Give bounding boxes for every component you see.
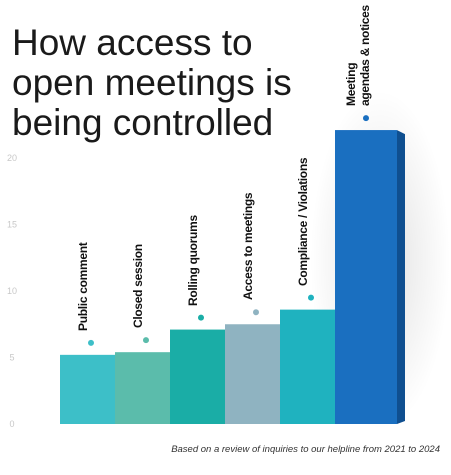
chart-title: being controlled bbox=[12, 102, 273, 143]
category-label: Meeting agendas & notices bbox=[344, 5, 372, 107]
bar bbox=[225, 324, 287, 424]
label-dot bbox=[363, 115, 369, 122]
y-tick-label: 10 bbox=[7, 286, 17, 296]
footnote: Based on a review of inquiries to our he… bbox=[171, 444, 440, 455]
label-dot bbox=[198, 314, 204, 321]
category-label: Public comment bbox=[76, 242, 90, 331]
label-dot bbox=[143, 337, 149, 344]
bar bbox=[115, 352, 177, 424]
y-tick-label: 15 bbox=[7, 220, 17, 230]
bar bbox=[280, 309, 342, 424]
y-tick-label: 20 bbox=[7, 153, 17, 163]
category-label: Access to meetings bbox=[241, 192, 255, 301]
chart-title: How access to bbox=[12, 22, 253, 63]
label-dot bbox=[253, 309, 259, 316]
category-label: Rolling quorums bbox=[186, 214, 200, 306]
bar bbox=[170, 329, 232, 424]
y-tick-label: 0 bbox=[9, 419, 14, 429]
chart-title: open meetings is bbox=[12, 62, 292, 103]
y-tick-label: 5 bbox=[9, 353, 14, 363]
label-dot bbox=[308, 294, 314, 301]
bar-side bbox=[397, 130, 405, 424]
bar bbox=[335, 130, 397, 424]
category-label: Closed session bbox=[131, 244, 145, 329]
category-label: Compliance / Violations bbox=[296, 157, 310, 286]
label-dot bbox=[88, 339, 94, 346]
bar bbox=[60, 354, 122, 424]
